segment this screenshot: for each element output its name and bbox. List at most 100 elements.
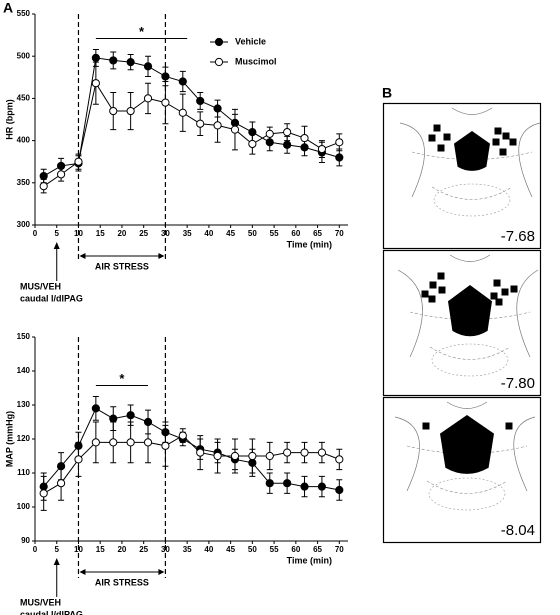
x-tick-label: 65 bbox=[313, 229, 322, 238]
outline bbox=[449, 254, 491, 262]
lesion-site bbox=[438, 286, 446, 294]
injection-label: MUS/VEH bbox=[20, 281, 61, 291]
y-tick-label: 550 bbox=[17, 9, 31, 18]
x-axis-label: Time (min) bbox=[287, 239, 332, 249]
data-point bbox=[161, 98, 170, 107]
y-tick-label: 500 bbox=[17, 51, 31, 60]
lesion-site bbox=[509, 138, 517, 146]
data-point bbox=[109, 106, 118, 116]
lesion-site bbox=[437, 272, 445, 280]
y-axis-label: MAP (mmHg) bbox=[4, 411, 14, 467]
data-point bbox=[196, 448, 205, 457]
data-point bbox=[248, 451, 257, 461]
y-tick-label: 130 bbox=[17, 400, 31, 409]
data-point bbox=[109, 438, 118, 447]
x-tick-label: 35 bbox=[183, 229, 192, 238]
outline bbox=[433, 183, 511, 217]
outline bbox=[397, 269, 539, 358]
lesion-site bbox=[429, 281, 437, 289]
outline bbox=[394, 416, 536, 492]
y-tick-label: 140 bbox=[17, 366, 31, 375]
lesion-site bbox=[443, 133, 451, 141]
data-point bbox=[91, 53, 100, 62]
legend-label: Muscimol bbox=[235, 56, 277, 66]
outline bbox=[399, 122, 541, 198]
stress-label: AIR STRESS bbox=[95, 577, 149, 587]
x-tick-label: 45 bbox=[226, 545, 235, 554]
injection-label: MUS/VEH bbox=[20, 597, 61, 607]
y-tick-label: 120 bbox=[17, 434, 31, 443]
y-tick-label: 150 bbox=[17, 332, 31, 341]
data-point bbox=[265, 479, 274, 488]
data-point bbox=[91, 79, 100, 88]
data-point bbox=[109, 414, 118, 423]
data-point bbox=[335, 153, 344, 162]
data-point bbox=[126, 411, 135, 420]
x-tick-label: 55 bbox=[270, 229, 279, 238]
data-point bbox=[178, 77, 187, 86]
x-tick-label: 40 bbox=[204, 545, 213, 554]
stress-label: AIR STRESS bbox=[95, 261, 149, 271]
x-tick-label: 20 bbox=[117, 545, 126, 554]
lesion-site bbox=[505, 422, 513, 430]
data-point bbox=[230, 125, 240, 134]
data-point bbox=[126, 438, 135, 447]
data-point bbox=[283, 140, 292, 149]
lesion-site bbox=[499, 148, 507, 156]
data-point bbox=[317, 144, 327, 154]
data-point bbox=[317, 448, 327, 457]
data-point bbox=[39, 489, 48, 498]
lesion-site bbox=[502, 132, 510, 140]
data-point bbox=[109, 56, 118, 65]
data-point bbox=[283, 128, 292, 137]
data-point bbox=[161, 441, 170, 450]
x-tick-label: 70 bbox=[335, 229, 344, 238]
lesion-site bbox=[492, 138, 500, 146]
x-tick-label: 45 bbox=[226, 229, 235, 238]
data-point bbox=[178, 431, 187, 440]
data-point bbox=[143, 62, 153, 71]
data-point bbox=[300, 448, 309, 457]
x-tick-label: 25 bbox=[139, 229, 148, 238]
x-tick-label: 65 bbox=[313, 545, 322, 554]
data-point bbox=[196, 119, 205, 128]
data-point bbox=[143, 94, 153, 103]
lesion-site bbox=[510, 285, 518, 293]
brain-section: -7.68 bbox=[382, 102, 542, 250]
aqueduct bbox=[440, 415, 494, 474]
x-tick-label: 15 bbox=[96, 229, 105, 238]
x-axis-label: Time (min) bbox=[287, 555, 332, 565]
y-tick-label: 400 bbox=[17, 136, 31, 145]
y-tick-label: 90 bbox=[21, 536, 30, 545]
x-tick-label: 40 bbox=[204, 229, 213, 238]
data-point bbox=[39, 171, 48, 181]
arrow-head bbox=[53, 558, 60, 565]
aqueduct bbox=[448, 285, 492, 337]
arrow-head bbox=[53, 242, 60, 249]
data-point bbox=[91, 438, 100, 447]
section-label: -7.68 bbox=[501, 228, 535, 245]
x-tick-label: 60 bbox=[291, 229, 300, 238]
lesion-site bbox=[495, 298, 503, 306]
data-point bbox=[265, 129, 274, 138]
injection-label: caudal l/dlPAG bbox=[20, 609, 83, 615]
data-point bbox=[317, 482, 327, 491]
lesion-site bbox=[493, 279, 501, 287]
lesion-site bbox=[494, 127, 502, 135]
data-point bbox=[265, 451, 274, 461]
data-point bbox=[39, 182, 48, 191]
x-tick-label: 50 bbox=[248, 545, 257, 554]
aqueduct bbox=[454, 131, 490, 171]
outline bbox=[428, 477, 506, 511]
x-tick-label: 35 bbox=[183, 545, 192, 554]
y-tick-label: 100 bbox=[17, 502, 31, 511]
section-frame bbox=[382, 102, 542, 250]
x-tick-label: 50 bbox=[248, 229, 257, 238]
x-tick-label: 55 bbox=[270, 545, 279, 554]
lesion-site bbox=[421, 290, 429, 298]
data-point bbox=[56, 479, 66, 488]
y-tick-label: 350 bbox=[17, 178, 31, 187]
data-point bbox=[283, 479, 292, 488]
data-point bbox=[178, 108, 187, 117]
lesion-site bbox=[501, 288, 509, 296]
